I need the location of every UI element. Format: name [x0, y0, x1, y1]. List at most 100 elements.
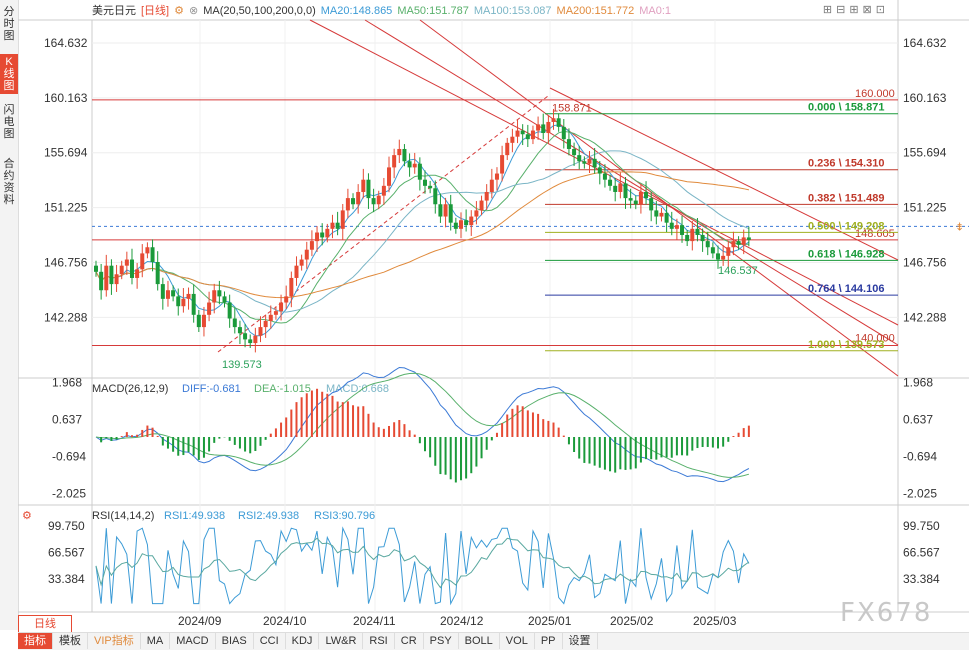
indicator-tab-15[interactable]: 设置: [563, 633, 598, 649]
x-tick: 2024/11: [353, 614, 396, 628]
candle-body: [361, 179, 366, 192]
macd-tick-right: 0.637: [903, 412, 933, 426]
candle-body: [428, 185, 433, 189]
candle-body: [253, 335, 258, 344]
indicator-tab-14[interactable]: PP: [535, 633, 563, 649]
fib-label: 0.618 \ 146.928: [808, 248, 884, 260]
candle-body: [119, 265, 124, 275]
candle-body: [412, 163, 417, 168]
candle-body: [294, 265, 299, 278]
price-tick-left: 160.163: [44, 91, 88, 105]
candle-body: [196, 314, 201, 328]
candle-body: [371, 198, 376, 205]
price-tick-left: 155.694: [44, 146, 88, 160]
indicator-tab-10[interactable]: CR: [395, 633, 424, 649]
chart-toolbar[interactable]: ⊞⊟⊞⊠⊡: [822, 4, 889, 16]
chart-canvas[interactable]: 160.000 140.000 148.605 0.000 \ 158.871 0.23…: [0, 0, 969, 632]
candle-body: [309, 241, 314, 250]
candle-body: [284, 296, 289, 303]
sidebar-item-lightning[interactable]: 闪电图: [3, 104, 15, 140]
candle-body: [315, 232, 320, 242]
candle-body: [536, 124, 541, 131]
candle-body: [201, 314, 206, 328]
candle-body: [356, 191, 361, 205]
candle-body: [674, 225, 679, 229]
candle-body: [155, 261, 160, 285]
candle-body: [222, 296, 227, 303]
price-tick-left: 164.632: [44, 36, 88, 50]
indicator-tab-1[interactable]: 模板: [53, 633, 88, 649]
indicator-tab-2[interactable]: VIP指标: [88, 633, 141, 649]
candle-body: [695, 228, 700, 235]
price-tick-left: 146.756: [44, 256, 88, 270]
indicator-tab-3[interactable]: MA: [141, 633, 171, 649]
candle-body: [551, 118, 556, 122]
indicator-tab-12[interactable]: BOLL: [459, 633, 500, 649]
price-tick-left: 142.288: [44, 310, 88, 324]
candle-body: [510, 136, 515, 143]
candle-body: [273, 311, 278, 315]
candle-body: [99, 271, 104, 291]
fib-label: 0.000 \ 158.871: [808, 102, 884, 114]
x-tick: 2025/03: [693, 614, 737, 628]
candle-body: [602, 173, 607, 180]
candle-body: [109, 265, 114, 285]
chart-legend: 美元日元 [日线] ⚙ ⊗ MA(20,50,100,200,0,0) MA20:148.…: [92, 2, 676, 18]
candle-body: [705, 241, 710, 248]
indicator-toolbar: 指标 模板 VIP指标 MA MACD BIAS CCI KDJ LW&R RSI CR PSY BOL…: [18, 632, 969, 650]
ma50-value: MA50:151.787: [397, 5, 469, 17]
candle-body: [546, 121, 551, 134]
candle-body: [299, 259, 304, 266]
candle-body: [500, 155, 505, 174]
candle-body: [469, 216, 474, 226]
period-tab-daily[interactable]: 日线: [18, 615, 72, 633]
price-tick-right: 146.756: [903, 256, 947, 270]
candle-body: [566, 139, 571, 149]
rsi-tick-right: 99.750: [903, 519, 940, 533]
rsi2-line: [95, 537, 750, 589]
candle-body: [227, 302, 232, 319]
candle-body: [479, 200, 484, 211]
indicator-tab-11[interactable]: PSY: [424, 633, 459, 649]
ma20-value: MA20:148.865: [320, 5, 393, 17]
candle-body: [207, 302, 212, 315]
candle-body: [248, 339, 253, 344]
candle-body: [505, 142, 510, 156]
macd-tick-left: 1.968: [52, 375, 82, 389]
candle-body: [94, 265, 98, 272]
macd-tick-left: -0.694: [52, 449, 86, 463]
x-tick: 2024/09: [178, 614, 222, 628]
sidebar-item-contract[interactable]: 合约资料: [3, 158, 15, 206]
candle-body: [654, 210, 659, 217]
sidebar-item-kline[interactable]: K线图: [0, 54, 18, 94]
fib-label: 0.236 \ 154.310: [808, 158, 884, 170]
close-icon[interactable]: ⊗: [189, 5, 199, 17]
sidebar-item-timeshare[interactable]: 分时图: [3, 6, 15, 42]
macd-name: MACD(26,12,9): [92, 383, 168, 395]
x-tick: 2024/10: [263, 614, 307, 628]
candle-body: [438, 204, 443, 217]
indicator-tab-9[interactable]: RSI: [363, 633, 395, 649]
indicator-tab-7[interactable]: KDJ: [286, 633, 320, 649]
candle-body: [582, 161, 587, 164]
candle-body: [474, 210, 479, 217]
candle-body: [525, 134, 530, 140]
candle-body: [376, 195, 381, 205]
candle-body: [464, 220, 469, 226]
indicator-tab-8[interactable]: LW&R: [319, 633, 364, 649]
candle-body: [746, 237, 751, 240]
candle-body: [489, 179, 494, 192]
candle-body: [623, 183, 628, 199]
indicator-tab-5[interactable]: BIAS: [216, 633, 254, 649]
candle-body: [680, 225, 685, 235]
candle-body: [433, 188, 438, 205]
indicator-tab-4[interactable]: MACD: [170, 633, 216, 649]
price-tick-right: 155.694: [903, 146, 947, 160]
settings-icon[interactable]: ⚙: [174, 5, 184, 17]
candle-body: [387, 167, 392, 186]
candle-body: [417, 163, 422, 180]
indicator-tab-13[interactable]: VOL: [500, 633, 535, 649]
candle-body: [160, 284, 165, 299]
indicator-tab-6[interactable]: CCI: [254, 633, 286, 649]
indicator-tab-0[interactable]: 指标: [18, 633, 53, 649]
